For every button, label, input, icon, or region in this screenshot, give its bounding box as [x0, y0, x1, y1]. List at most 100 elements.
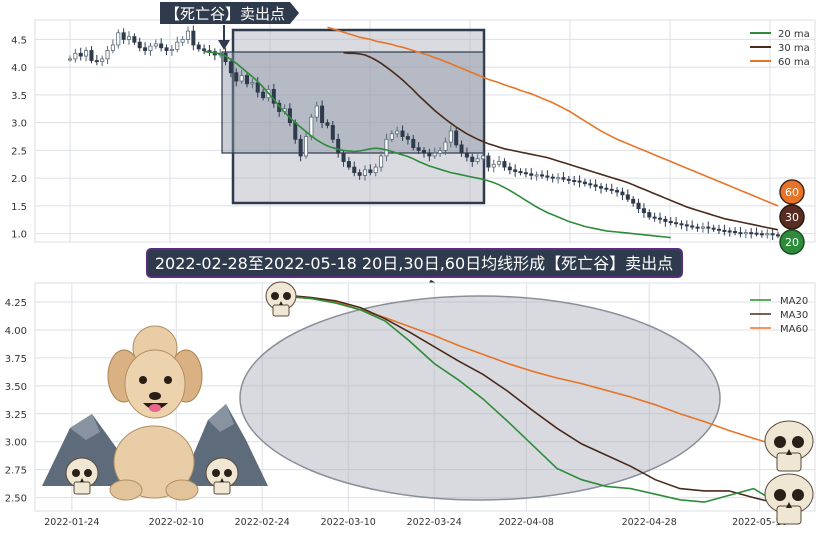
bottom-x-tick-label: 2022-05-16	[732, 517, 787, 528]
candle-body	[486, 155, 491, 168]
candle-body	[357, 172, 362, 176]
bottom-y-tick-label: 2.75	[5, 466, 27, 477]
candle-body	[389, 133, 394, 140]
bottom-panel: 2.50 2.75 3.00 3.25 3.50 3.75 4.00 4.25 2022-01…	[5, 281, 816, 528]
candle-body	[373, 166, 378, 174]
candle-body	[518, 171, 523, 174]
candle-body	[475, 158, 480, 162]
candle-body	[454, 130, 459, 146]
bottom-x-tick-labels: 2022-01-24 2022-02-10 2022-02-24 2022-03-10…	[44, 517, 787, 528]
candle-body	[143, 47, 148, 51]
end-badge-20: 20	[779, 229, 805, 255]
ma20-line	[204, 50, 671, 239]
skull-icon	[65, 457, 99, 495]
candle-body	[545, 175, 550, 178]
candle-body	[657, 217, 663, 220]
candle-body	[325, 122, 330, 126]
candle-body	[754, 232, 759, 235]
top-y-tick-label: 2.5	[11, 146, 27, 157]
candle-body	[700, 226, 705, 229]
candle-body	[175, 41, 180, 50]
skull-icon	[205, 457, 239, 495]
moving-average-lines-zoomed	[286, 294, 773, 503]
bottom-y-tick-label: 3.25	[5, 410, 27, 421]
candle-body	[620, 191, 625, 196]
candle-body	[196, 44, 201, 50]
ma60-line	[327, 26, 779, 207]
candle-body	[582, 181, 587, 185]
sell-point-arrow	[218, 25, 230, 50]
top-y-tick-label: 1.5	[11, 202, 27, 213]
candle-body	[89, 50, 94, 61]
candle-body	[180, 39, 185, 43]
candle-body	[443, 141, 448, 151]
candle-body	[298, 138, 303, 157]
candle-body	[625, 194, 630, 200]
legend-label-60ma: 60 ma	[778, 57, 810, 68]
top-y-tick-label: 3.0	[11, 119, 27, 130]
candle-body	[733, 231, 738, 234]
candle-body	[647, 212, 652, 218]
top-y-tick-label: 3.5	[11, 91, 27, 102]
candle-body	[255, 82, 260, 93]
top-plot-area	[34, 19, 816, 243]
bottom-y-tick-label: 3.50	[5, 382, 27, 393]
candle-body	[126, 36, 132, 40]
top-y-tick-label: 1.0	[11, 230, 27, 241]
death-valley-zone-inner	[221, 51, 485, 154]
candle-body	[459, 144, 464, 154]
candle-body	[202, 48, 207, 51]
candle-body	[271, 88, 276, 104]
candle-body	[405, 136, 410, 140]
top-y-tick-label: 4.0	[11, 63, 27, 74]
candle-body	[668, 221, 673, 224]
top-legend: 20 ma 30 ma 60 ma	[750, 29, 810, 68]
main-banner-text: 2022-02-28至2022-05-18 20日,30日,60日均线形成【死亡…	[155, 254, 673, 273]
death-valley-ellipse	[239, 295, 721, 501]
candle-body	[690, 225, 695, 228]
candle-body	[94, 60, 99, 63]
candle-body	[239, 75, 244, 82]
candle-body	[674, 222, 679, 225]
candle-body	[577, 180, 582, 183]
end-badge-20-text: 20	[785, 236, 799, 249]
candle-body	[309, 116, 314, 137]
candle-body	[185, 30, 191, 40]
candle-body	[497, 161, 502, 165]
candle-body	[738, 232, 743, 235]
candle-body	[588, 183, 593, 186]
candle-body	[105, 50, 110, 60]
candle-body	[250, 82, 255, 85]
top-y-tick-labels: 1.0 1.5 2.0 2.5 3.0 3.5 4.0 4.5	[11, 35, 27, 240]
bottom-y-tick-label: 4.25	[5, 298, 27, 309]
candle-body	[539, 174, 545, 177]
candle-body	[314, 105, 319, 118]
candle-body	[556, 177, 561, 180]
candle-body	[427, 152, 432, 157]
candle-body	[132, 36, 137, 43]
moving-average-lines	[204, 26, 779, 239]
candle-body	[395, 130, 400, 135]
candle-body	[529, 173, 534, 176]
bottom-legend: MA20 MA30 MA60	[750, 296, 808, 335]
candle-body	[502, 161, 507, 168]
candle-body	[743, 232, 748, 235]
ma30-line	[286, 294, 773, 503]
bottom-x-tick-label: 2022-01-24	[44, 517, 99, 528]
candle-body	[706, 226, 711, 229]
candle-body	[523, 172, 528, 175]
bottom-y-tick-labels: 2.50 2.75 3.00 3.25 3.50 3.75 4.00 4.25	[5, 298, 27, 505]
bottom-x-tick-label: 2022-04-28	[622, 517, 677, 528]
candle-body	[148, 45, 153, 51]
candle-body	[330, 125, 335, 140]
candle-body	[615, 189, 620, 193]
candle-body	[507, 166, 512, 171]
end-badge-30: 30	[779, 204, 805, 230]
candle-body	[411, 138, 416, 149]
candle-body	[362, 169, 368, 176]
end-badge-60: 60	[779, 179, 805, 205]
candle-body	[159, 43, 164, 49]
candle-body	[775, 234, 781, 237]
candle-body	[100, 58, 105, 63]
